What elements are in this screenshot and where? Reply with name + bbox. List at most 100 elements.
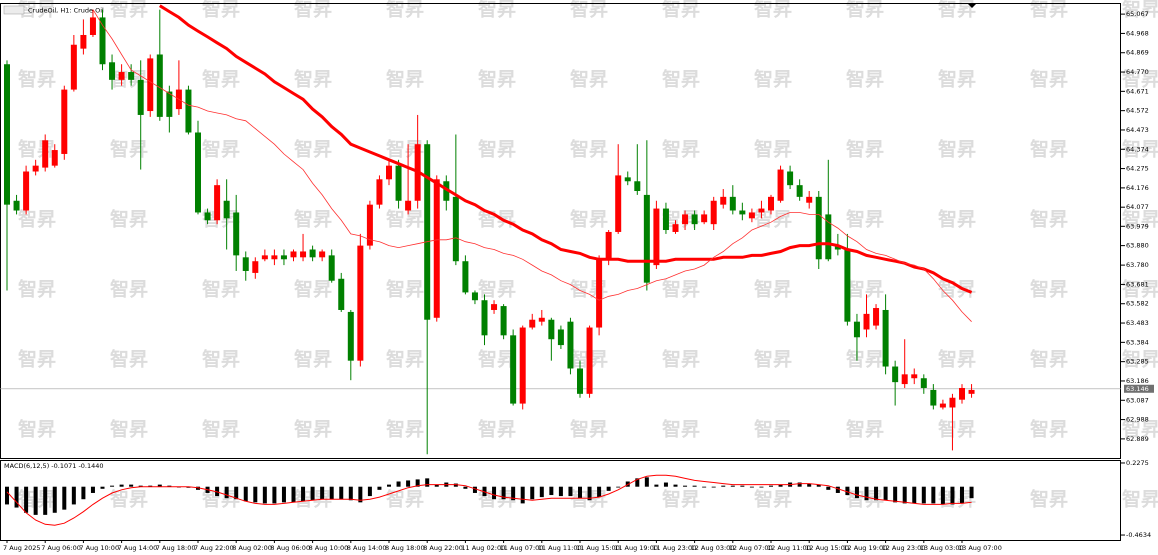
macd-bar — [196, 486, 200, 490]
watermark: 智昇 — [938, 488, 976, 511]
watermark: 智昇 — [294, 348, 332, 371]
y-tick-label: 0.2275 — [1126, 459, 1149, 467]
macd-bar — [100, 486, 105, 489]
last-price-label: 63.146 — [1126, 385, 1149, 393]
y-tick-label: 63.582 — [1126, 300, 1149, 308]
watermark: 智昇 — [386, 0, 424, 21]
symbol-icon — [3, 5, 25, 15]
x-tick-label: 7 Aug 06:00 — [41, 544, 81, 552]
x-tick-label: 8 Aug 02:00 — [232, 544, 272, 552]
candle-body — [586, 327, 593, 394]
y-tick-label: 63.880 — [1126, 242, 1149, 250]
macd-bar — [568, 486, 573, 497]
candle-body — [710, 200, 717, 225]
candle-body — [739, 210, 746, 215]
candle-body — [89, 17, 96, 35]
watermark: 智昇 — [202, 138, 240, 161]
price-frame — [0, 3, 1121, 459]
watermark: 智昇 — [938, 278, 976, 301]
watermark: 智昇 — [1122, 418, 1158, 441]
watermark: 智昇 — [202, 208, 240, 231]
macd-bar — [253, 486, 258, 503]
macd-bar — [243, 486, 248, 502]
watermark: 智昇 — [110, 278, 148, 301]
macd-bar — [797, 482, 802, 487]
macd-bar — [950, 486, 955, 505]
y-tick-label: 63.780 — [1126, 261, 1149, 269]
macd-bar — [463, 486, 468, 489]
candle-body — [70, 44, 77, 90]
x-tick-label: 12 Aug 03:00 — [691, 544, 735, 552]
macd-bar — [921, 486, 926, 504]
macd-bar — [33, 486, 38, 515]
watermark: 智昇 — [662, 418, 700, 441]
macd-bar — [272, 486, 277, 504]
candle-body — [768, 196, 774, 211]
macd-bar — [425, 478, 430, 487]
candle-body — [42, 140, 49, 168]
candle-body — [233, 212, 240, 256]
watermark: 智昇 — [18, 68, 56, 91]
candle-body — [271, 255, 278, 260]
candle-body — [662, 208, 669, 231]
watermark: 智昇 — [110, 348, 148, 371]
macd-bar — [453, 483, 458, 487]
macd-bar — [71, 486, 76, 505]
watermark: 智昇 — [18, 0, 56, 21]
candle-body — [920, 378, 927, 388]
candle-body — [147, 58, 154, 112]
x-tick-label: 12 Aug 07:00 — [729, 544, 773, 552]
watermark: 智昇 — [1030, 0, 1068, 21]
candle-body — [930, 389, 937, 406]
watermark: 智昇 — [570, 208, 608, 231]
macd-bar — [186, 486, 191, 488]
watermark: 智昇 — [202, 348, 240, 371]
last-price-box — [1124, 384, 1154, 393]
watermark: 智昇 — [938, 68, 976, 91]
candle-body — [882, 309, 889, 367]
macd-bar — [587, 486, 592, 501]
macd-bar — [396, 481, 401, 487]
macd-bar — [816, 484, 821, 487]
chart-title: CrudeOil, H1: Crude Oil — [28, 7, 104, 15]
macd-bar — [740, 485, 745, 487]
candle-body — [309, 249, 316, 258]
watermark: 智昇 — [294, 0, 332, 21]
y-tick-label: 64.176 — [1126, 184, 1149, 192]
watermark: 智昇 — [754, 348, 792, 371]
macd-bar — [683, 485, 688, 487]
signal-line — [6, 474, 972, 526]
watermark: 智昇 — [754, 418, 792, 441]
watermark: 智昇 — [846, 348, 884, 371]
watermark: 智昇 — [110, 0, 148, 21]
macd-bar — [52, 486, 57, 513]
watermark: 智昇 — [18, 278, 56, 301]
watermark: 智昇 — [1030, 138, 1068, 161]
macd-frame — [0, 460, 1121, 541]
macd-bar — [969, 486, 974, 499]
macd-bar — [539, 486, 544, 498]
macd-bar — [406, 480, 411, 487]
watermark: 智昇 — [754, 0, 792, 21]
macd-bar — [262, 486, 267, 504]
watermark: 智昇 — [18, 418, 56, 441]
y-tick-label: 64.671 — [1126, 87, 1149, 95]
candle-body — [968, 389, 975, 394]
macd-bar — [367, 486, 372, 497]
x-tick-label: 8 Aug 14:00 — [347, 544, 387, 552]
candle-body — [405, 200, 412, 211]
x-tick-label: 7 Aug 2025 — [3, 544, 41, 552]
x-tick-label: 8 Aug 22:00 — [423, 544, 463, 552]
watermark: 智昇 — [662, 488, 700, 511]
macd-bar — [530, 486, 535, 500]
macd-bar — [960, 486, 964, 504]
macd-bar — [224, 486, 229, 499]
watermark: 智昇 — [662, 68, 700, 91]
candle-body — [615, 175, 622, 232]
macd-bar — [43, 486, 48, 515]
y-tick-label: 63.186 — [1126, 377, 1149, 385]
macd-bar — [749, 486, 754, 488]
shift-marker — [968, 4, 976, 8]
candle-body — [510, 335, 517, 404]
